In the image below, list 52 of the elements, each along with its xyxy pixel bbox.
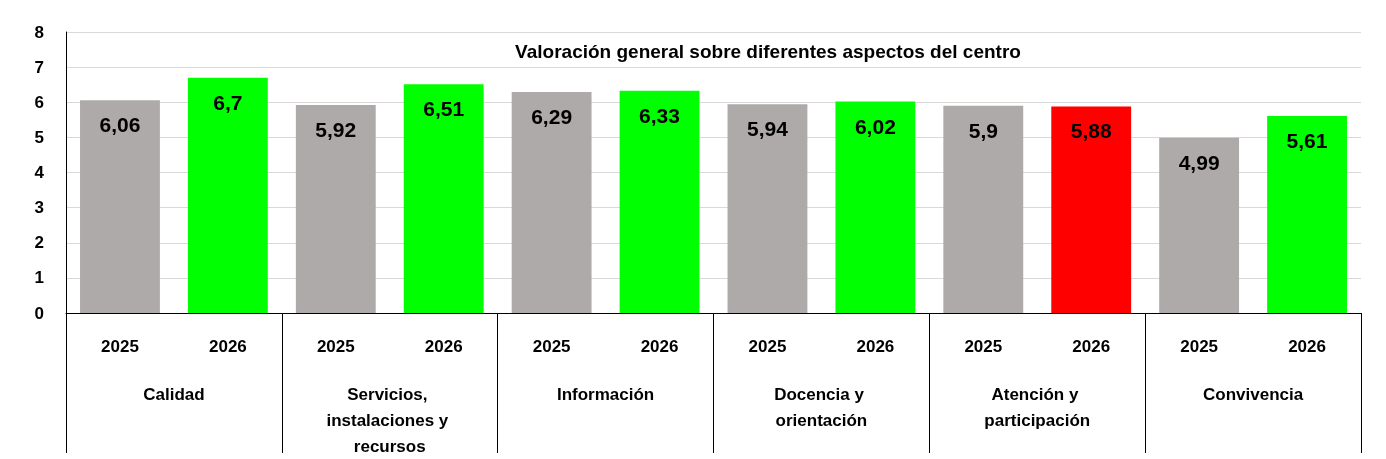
text: Atención y participación <box>984 384 1091 430</box>
bar <box>187 77 268 313</box>
y-tick-label: 6 <box>34 92 44 112</box>
data-label: 6,33 <box>639 103 680 127</box>
x-tick-label: 2026 <box>856 337 895 356</box>
x-tick-label: 2025 <box>964 337 1003 356</box>
bar <box>619 90 700 313</box>
y-tick-label: 8 <box>34 22 44 42</box>
x-tick-label: 2026 <box>1288 337 1326 356</box>
bar <box>295 105 376 313</box>
data-label: 5,61 <box>1286 128 1328 152</box>
text: Valoración general sobre diferentes aspectos del centro <box>515 41 1021 62</box>
data-label: 6,7 <box>213 90 243 114</box>
bar <box>835 101 916 313</box>
data-label: 4,99 <box>1178 150 1220 174</box>
data-label: 6,02 <box>854 114 896 138</box>
data-label: 6,06 <box>99 113 141 137</box>
text: Docencia y orientación <box>774 384 869 430</box>
y-tick-label: 4 <box>34 163 45 182</box>
x-tick-label: 2025 <box>1180 337 1219 356</box>
x-tick-label: 2026 <box>208 337 247 356</box>
x-tick-label: 2025 <box>532 337 571 356</box>
data-label: 6,29 <box>531 105 573 129</box>
bar <box>403 84 484 313</box>
text: Información <box>556 384 655 404</box>
bar <box>1051 106 1132 313</box>
bar <box>511 92 592 313</box>
y-tick-label: 5 <box>34 127 44 147</box>
bar <box>943 105 1024 313</box>
y-tick-label: 0 <box>34 303 44 323</box>
data-label: 6,51 <box>423 97 465 121</box>
data-label: 5,92 <box>315 118 357 142</box>
text: Servicios, instalaciones y recursos <box>326 384 454 456</box>
y-tick-label: 2 <box>34 233 44 253</box>
x-tick-label: 2025 <box>748 337 787 356</box>
x-tick-label: 2026 <box>640 337 679 356</box>
data-label: 5,94 <box>747 117 789 141</box>
bar <box>727 104 808 313</box>
x-tick-label: 2025 <box>101 337 139 356</box>
y-tick-label: 7 <box>34 57 44 77</box>
text: Calidad <box>143 384 205 404</box>
bar <box>80 100 160 313</box>
x-tick-label: 2026 <box>424 337 463 356</box>
x-tick-label: 2025 <box>316 337 355 356</box>
x-tick-label: 2026 <box>1072 337 1111 356</box>
text: Convivencia <box>1203 384 1304 404</box>
y-tick-label: 1 <box>34 268 44 288</box>
y-tick-label: 3 <box>34 198 44 218</box>
bar <box>1267 115 1347 313</box>
data-label: 5,9 <box>968 118 998 142</box>
bar <box>1159 137 1240 313</box>
data-label: 5,88 <box>1070 119 1112 143</box>
